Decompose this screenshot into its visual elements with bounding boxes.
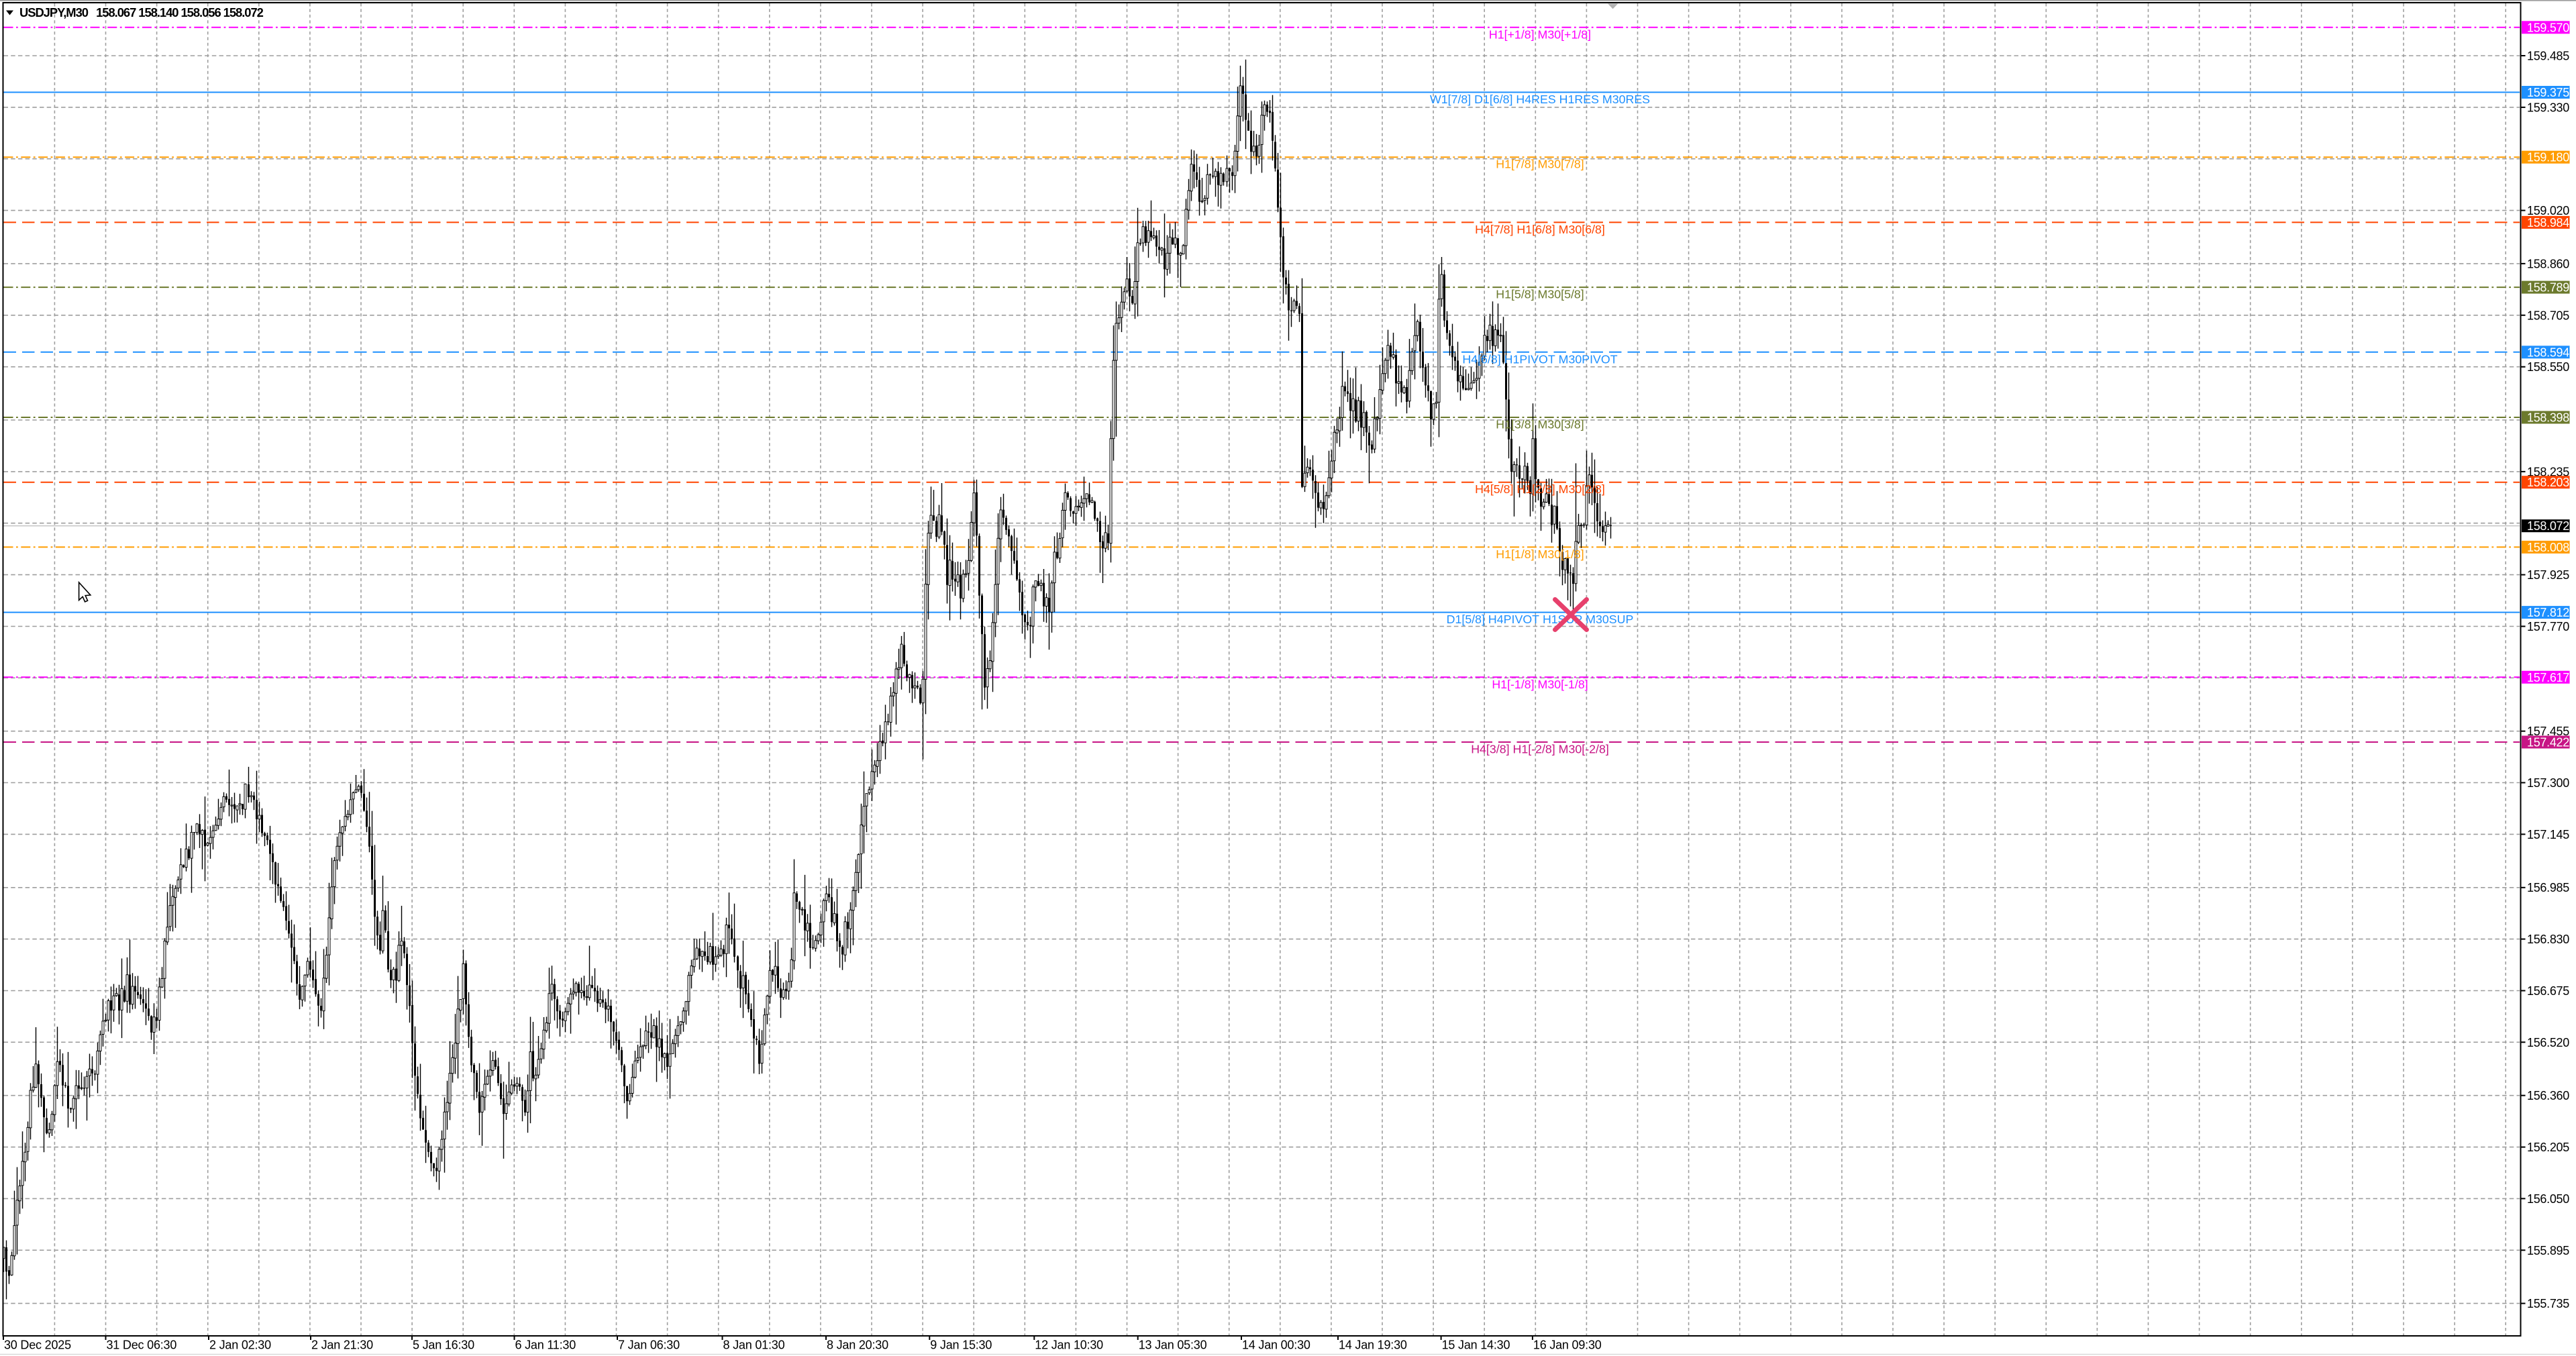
svg-text:6 Jan 11:30: 6 Jan 11:30 (515, 1339, 576, 1352)
svg-text:156.830: 156.830 (2527, 933, 2569, 946)
svg-text:158.594: 158.594 (2527, 346, 2569, 359)
svg-text:15 Jan 14:30: 15 Jan 14:30 (1442, 1339, 1510, 1352)
svg-text:158.235: 158.235 (2527, 465, 2569, 478)
svg-text:157.770: 157.770 (2527, 620, 2569, 633)
svg-text:30 Dec 2025: 30 Dec 2025 (4, 1339, 71, 1352)
svg-text:157.617: 157.617 (2527, 671, 2569, 684)
svg-text:158.789: 158.789 (2527, 281, 2569, 295)
svg-text:D1[5/8] H4PIVOT H1SUP M30SUP: D1[5/8] H4PIVOT H1SUP M30SUP (1447, 613, 1634, 626)
svg-text:7 Jan 06:30: 7 Jan 06:30 (618, 1339, 680, 1352)
svg-text:H1[1/8] M30[1/8]: H1[1/8] M30[1/8] (1496, 547, 1584, 561)
svg-text:158.203: 158.203 (2527, 476, 2569, 489)
svg-text:158.860: 158.860 (2527, 257, 2569, 270)
svg-text:H4[7/8] H1[6/8] M30[6/8]: H4[7/8] H1[6/8] M30[6/8] (1475, 223, 1605, 236)
svg-text:159.020: 159.020 (2527, 204, 2569, 217)
svg-text:14 Jan 00:30: 14 Jan 00:30 (1242, 1339, 1310, 1352)
svg-text:157.925: 157.925 (2527, 568, 2569, 582)
svg-text:12 Jan 10:30: 12 Jan 10:30 (1035, 1339, 1103, 1352)
svg-text:9 Jan 15:30: 9 Jan 15:30 (930, 1339, 992, 1352)
svg-text:156.520: 156.520 (2527, 1036, 2569, 1049)
svg-text:155.735: 155.735 (2527, 1297, 2569, 1310)
svg-text:158.705: 158.705 (2527, 309, 2569, 322)
svg-text:5 Jan 16:30: 5 Jan 16:30 (413, 1339, 474, 1352)
svg-text:H1[5/8] M30[5/8]: H1[5/8] M30[5/8] (1496, 288, 1584, 301)
svg-text:156.985: 156.985 (2527, 881, 2569, 894)
svg-text:157.422: 157.422 (2527, 736, 2569, 749)
svg-text:13 Jan 05:30: 13 Jan 05:30 (1139, 1339, 1207, 1352)
svg-text:158.550: 158.550 (2527, 360, 2569, 374)
svg-text:156.205: 156.205 (2527, 1141, 2569, 1154)
svg-text:8 Jan 01:30: 8 Jan 01:30 (723, 1339, 785, 1352)
svg-text:158.072: 158.072 (2527, 519, 2569, 533)
svg-text:H1[+1/8] M30[+1/8]: H1[+1/8] M30[+1/8] (1489, 28, 1591, 41)
svg-text:H1[-1/8] M30[-1/8]: H1[-1/8] M30[-1/8] (1492, 678, 1588, 691)
svg-text:16 Jan 09:30: 16 Jan 09:30 (1533, 1339, 1602, 1352)
svg-text:H4[5/8] H1[2/8] M30[2/8]: H4[5/8] H1[2/8] M30[2/8] (1475, 482, 1605, 496)
svg-text:8 Jan 20:30: 8 Jan 20:30 (827, 1339, 888, 1352)
svg-text:2 Jan 21:30: 2 Jan 21:30 (311, 1339, 373, 1352)
svg-text:H4[6/8] H1PIVOT M30PIVOT: H4[6/8] H1PIVOT M30PIVOT (1462, 352, 1617, 366)
svg-text:158.398: 158.398 (2527, 411, 2569, 425)
svg-text:W1[7/8] D1[6/8] H4RES H1RES M3: W1[7/8] D1[6/8] H4RES H1RES M30RES (1430, 93, 1650, 106)
svg-text:157.812: 157.812 (2527, 606, 2569, 619)
svg-text:14 Jan 19:30: 14 Jan 19:30 (1339, 1339, 1407, 1352)
svg-text:159.375: 159.375 (2527, 86, 2569, 99)
svg-text:158.008: 158.008 (2527, 541, 2569, 554)
svg-text:H1[3/8] M30[3/8]: H1[3/8] M30[3/8] (1496, 418, 1584, 431)
svg-text:156.675: 156.675 (2527, 984, 2569, 998)
svg-text:156.360: 156.360 (2527, 1089, 2569, 1102)
svg-text:H1[7/8] M30[7/8]: H1[7/8] M30[7/8] (1496, 158, 1584, 171)
svg-text:159.570: 159.570 (2527, 21, 2569, 34)
svg-text:157.300: 157.300 (2527, 776, 2569, 790)
svg-text:159.330: 159.330 (2527, 101, 2569, 114)
svg-text:157.145: 157.145 (2527, 828, 2569, 841)
svg-text:157.455: 157.455 (2527, 725, 2569, 738)
svg-text:159.485: 159.485 (2527, 50, 2569, 63)
svg-text:156.050: 156.050 (2527, 1192, 2569, 1206)
svg-text:USDJPY,M30 158.067 158.140 1: USDJPY,M30 158.067 158.140 158.056 158.0… (19, 5, 264, 19)
svg-text:2 Jan 02:30: 2 Jan 02:30 (209, 1339, 271, 1352)
svg-text:158.984: 158.984 (2527, 216, 2569, 229)
svg-text:159.180: 159.180 (2527, 151, 2569, 164)
svg-text:155.895: 155.895 (2527, 1244, 2569, 1257)
svg-text:31 Dec 06:30: 31 Dec 06:30 (107, 1339, 177, 1352)
svg-text:H4[3/8] H1[-2/8] M30[-2/8]: H4[3/8] H1[-2/8] M30[-2/8] (1471, 743, 1609, 756)
